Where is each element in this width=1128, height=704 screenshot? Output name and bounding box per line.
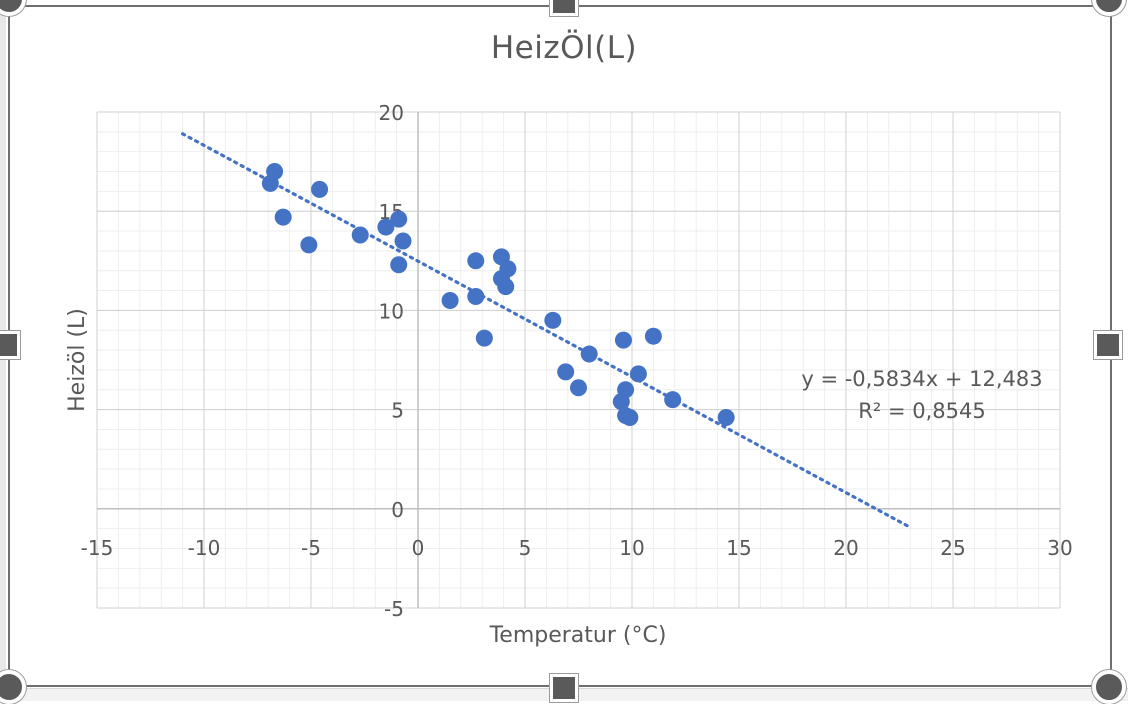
data-point <box>390 210 408 228</box>
y-tick-label: 10 <box>379 299 404 323</box>
resize-handle-right[interactable] <box>1094 331 1122 359</box>
trendline-r-squared[interactable]: R² = 0,8545 <box>858 399 985 423</box>
data-point <box>614 331 632 349</box>
resize-handle-bottom-right[interactable] <box>1092 670 1126 704</box>
minor-gridlines <box>96 111 1061 609</box>
x-tick-label: 0 <box>412 536 425 560</box>
major-gridlines <box>96 111 1061 609</box>
axes <box>97 112 1060 608</box>
linear-trendline <box>181 132 912 529</box>
x-tick-label: -15 <box>81 536 114 560</box>
x-tick-label: -5 <box>301 536 321 560</box>
data-point <box>441 291 459 309</box>
data-point <box>394 232 412 250</box>
data-point <box>300 236 318 254</box>
data-point <box>544 311 562 329</box>
resize-handle-bottom[interactable] <box>550 674 578 702</box>
resize-handle-left[interactable] <box>0 331 20 359</box>
y-tick-label: 5 <box>391 399 404 423</box>
chart-title[interactable]: HeizÖl(L) <box>490 30 638 66</box>
x-tick-label: 30 <box>1047 536 1072 560</box>
data-point <box>644 327 662 345</box>
data-point <box>570 379 587 397</box>
data-point <box>390 256 408 274</box>
data-point <box>664 391 682 409</box>
data-point <box>497 278 515 296</box>
y-tick-label: 20 <box>379 101 404 125</box>
data-point <box>377 218 395 236</box>
y-axis-label[interactable]: Heizöl (L) <box>65 308 90 412</box>
y-tick-label: 0 <box>391 498 404 522</box>
data-point <box>475 329 493 347</box>
trendline-equation[interactable]: y = -0,5834x + 12,483 <box>801 367 1042 391</box>
data-point <box>580 345 598 363</box>
data-point <box>467 288 485 306</box>
x-tick-label: 25 <box>940 536 965 560</box>
resize-handle-top[interactable] <box>550 0 578 16</box>
data-point <box>261 174 279 192</box>
data-point <box>311 180 329 198</box>
x-tick-label: 5 <box>519 536 532 560</box>
trendline <box>181 132 912 529</box>
data-point <box>274 208 292 226</box>
x-axis-label[interactable]: Temperatur (°C) <box>489 623 667 648</box>
data-point <box>557 363 575 381</box>
data-point <box>717 409 735 427</box>
x-tick-label: 10 <box>619 536 644 560</box>
data-points <box>261 163 735 427</box>
data-point <box>621 409 639 427</box>
x-tick-label: 20 <box>833 536 858 560</box>
data-point <box>629 365 647 383</box>
data-point <box>467 252 485 270</box>
y-tick-label: -5 <box>384 597 404 621</box>
x-tick-label: 15 <box>726 536 751 560</box>
x-tick-label: -10 <box>188 536 221 560</box>
data-point <box>351 226 369 244</box>
data-point <box>612 393 630 411</box>
